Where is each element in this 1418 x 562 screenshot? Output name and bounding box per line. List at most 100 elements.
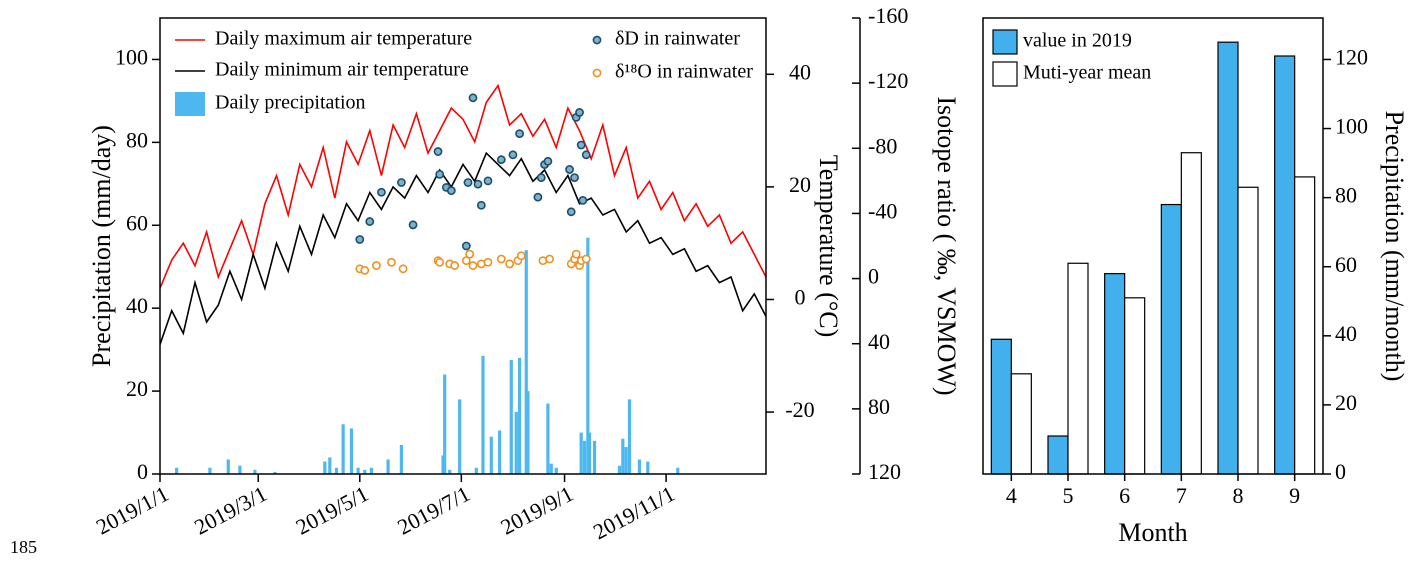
legend-label: δ¹⁸O in rainwater	[615, 61, 753, 83]
precip-bar	[363, 469, 367, 474]
y-tick-label: 120	[1335, 45, 1368, 70]
isotope-point	[446, 186, 456, 196]
y-axis-title: Precipitation (mm/day)	[87, 125, 116, 367]
isotope-point	[508, 150, 518, 160]
isotope-point	[476, 200, 486, 210]
isotope-point	[461, 241, 471, 251]
precip-bar	[592, 440, 597, 474]
precip-bar	[637, 459, 642, 474]
legend-label: Muti-year mean	[1023, 62, 1151, 84]
y-tick-label: 80	[1335, 183, 1357, 208]
isotope-point	[496, 254, 506, 264]
isotope-point	[575, 108, 584, 117]
precip-bar	[646, 461, 650, 474]
precip-bar	[579, 432, 583, 474]
month-bar	[1104, 273, 1126, 475]
month-bar	[1217, 41, 1239, 475]
y2-tick-label: -20	[785, 397, 814, 422]
y3-tick-label: 0	[868, 264, 879, 289]
y-tick-label: 100	[1335, 114, 1368, 139]
x-tick-label: 2019/9/1	[496, 481, 577, 540]
y3-tick-label: -40	[868, 198, 897, 223]
y-tick-label: 40	[1335, 321, 1357, 346]
precip-bar	[349, 428, 354, 474]
precip-bar	[474, 467, 478, 474]
legend-swatch	[592, 68, 602, 78]
x-tick-label: 9	[1289, 483, 1300, 508]
isotope-point	[433, 147, 443, 156]
precip-bar	[617, 465, 622, 474]
month-bar	[1067, 262, 1089, 475]
precip-bar	[323, 461, 327, 474]
precip-bar	[627, 399, 632, 474]
isotope-point	[533, 192, 543, 202]
precip-bar	[676, 467, 680, 474]
isotope-point	[435, 169, 445, 179]
legend-swatch	[175, 92, 205, 116]
y2-tick-label: 0	[795, 285, 806, 310]
precip-bar	[175, 467, 179, 474]
plot-frame	[982, 17, 1324, 475]
legend-label: value in 2019	[1023, 30, 1132, 52]
precip-bar	[238, 465, 242, 474]
isotope-point	[435, 257, 445, 267]
month-bar	[1010, 373, 1032, 475]
y-axis-title: Precipitation (mm/month)	[1380, 111, 1409, 382]
isotope-point	[398, 264, 408, 274]
temperature-line	[159, 83, 767, 289]
precip-bar	[518, 357, 522, 474]
isotope-point	[483, 176, 493, 186]
y-tick-label: 0	[1335, 459, 1346, 484]
precip-bar	[526, 391, 530, 474]
isotope-point	[377, 187, 386, 197]
isotope-point	[516, 251, 526, 261]
y2-tick-label: 40	[789, 59, 811, 84]
y-tick-label: 20	[126, 376, 148, 401]
precip-bar	[509, 360, 513, 474]
isotope-point	[463, 178, 473, 187]
temperature-line	[159, 151, 767, 345]
y3-tick-label: 80	[868, 394, 890, 419]
month-bar	[1294, 176, 1316, 475]
x-tick-label: 2019/5/1	[292, 481, 373, 540]
y-tick-label: 100	[115, 45, 148, 70]
precip-bar	[386, 459, 390, 474]
precip-bar	[369, 467, 374, 474]
precip-bar	[498, 430, 502, 474]
y-tick-label: 80	[126, 127, 148, 152]
isotope-point	[581, 254, 591, 264]
month-bar	[1237, 186, 1259, 475]
precip-bar	[549, 463, 553, 474]
precip-bar	[399, 444, 404, 474]
legend-swatch	[992, 61, 1018, 87]
isotope-point	[372, 261, 381, 270]
x-tick-label: 5	[1063, 483, 1074, 508]
precip-bar	[273, 471, 277, 474]
precip-bar	[481, 355, 485, 474]
x-tick-label: 8	[1233, 483, 1244, 508]
y3-tick-label: -120	[868, 68, 908, 93]
isotope-point	[576, 140, 586, 150]
x-tick-label: 2019/7/1	[393, 481, 474, 540]
isotope-point	[578, 195, 588, 205]
precip-bar	[586, 237, 590, 474]
precip-bar	[554, 467, 558, 474]
precip-bar	[587, 432, 592, 474]
y3-axis-title: Isotope ratio ( ‰, VSMOW)	[932, 96, 961, 395]
y-tick-label: 60	[1335, 252, 1357, 277]
x-axis-title: Month	[1118, 518, 1187, 547]
plot-frame	[159, 17, 767, 475]
isotope-point	[461, 256, 471, 266]
y3-tick-label: -160	[868, 3, 908, 28]
legend-label: Daily minimum air temperature	[215, 59, 469, 81]
x-tick-label: 2019/11/1	[589, 481, 679, 545]
y-tick-label: 20	[1335, 390, 1357, 415]
month-bar	[1124, 297, 1146, 475]
legend-label: Daily precipitation	[215, 92, 366, 114]
isotope-point	[468, 261, 478, 270]
isotope-point	[496, 155, 506, 165]
isotope-point	[360, 266, 370, 275]
isotope-point	[515, 129, 525, 139]
isotope-point	[571, 249, 581, 259]
